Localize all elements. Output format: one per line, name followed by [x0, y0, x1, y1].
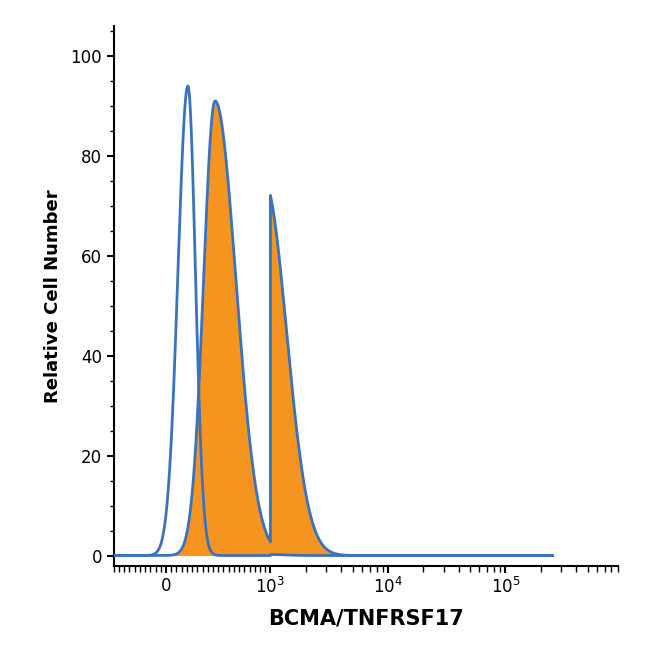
Y-axis label: Relative Cell Number: Relative Cell Number — [44, 189, 62, 402]
X-axis label: BCMA/TNFRSF17: BCMA/TNFRSF17 — [268, 608, 463, 629]
